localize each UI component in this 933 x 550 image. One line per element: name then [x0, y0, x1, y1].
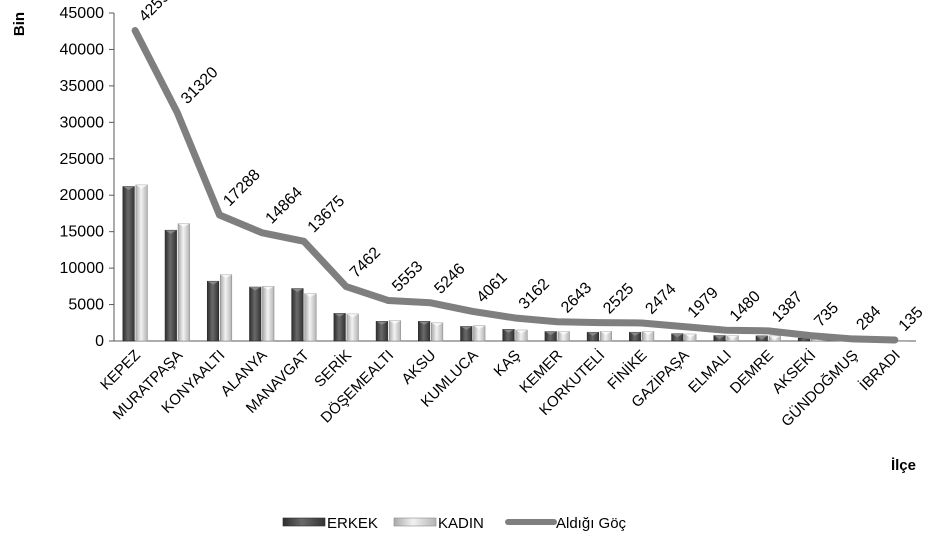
data-label: 5246	[431, 260, 468, 297]
data-label: 135	[896, 304, 927, 335]
x-tick-label: DEMRE	[727, 347, 777, 397]
bar-cap	[262, 286, 274, 290]
bar-cap	[389, 320, 401, 325]
bar-kadin	[346, 313, 359, 342]
bar-cap	[207, 281, 219, 285]
bar-erkek	[249, 286, 262, 342]
bar-cap	[460, 326, 473, 330]
bar-cap	[515, 330, 528, 334]
bar-cap	[713, 335, 726, 340]
legend-label: KADIN	[438, 515, 484, 532]
x-tick-label: GÜNDOĞMUŞ	[777, 346, 861, 430]
data-label: 2525	[600, 280, 637, 317]
legend-label: Aldığı Göç	[556, 515, 627, 532]
bar-cap	[557, 331, 570, 336]
bar-erkek	[206, 280, 220, 342]
bar-cap	[671, 333, 684, 338]
x-tick-label: AKSU	[398, 347, 439, 388]
y-tick-label: 15000	[60, 224, 105, 241]
data-label: 1480	[727, 288, 764, 325]
data-label: 14864	[263, 184, 307, 228]
bar-erkek	[122, 186, 135, 342]
data-label: 42596	[136, 0, 180, 25]
bar-erkek	[291, 288, 304, 342]
bar-cap	[544, 331, 557, 336]
legend-swatch-bar	[282, 517, 326, 527]
bar-cap	[769, 335, 781, 340]
bar-erkek	[164, 229, 177, 342]
data-label: 17288	[220, 166, 264, 210]
bar-kadin	[135, 184, 148, 342]
x-tick-label: ELMALI	[685, 347, 735, 397]
bar-cap	[600, 331, 612, 336]
bar-cap	[502, 329, 515, 333]
data-label: 1387	[769, 288, 806, 325]
y-axis-title: Bin	[11, 12, 28, 36]
y-tick-label: 45000	[60, 5, 105, 22]
bar-cap	[642, 331, 654, 336]
y-tick-label: 40000	[60, 41, 105, 58]
bar-cap	[418, 321, 430, 325]
data-label: 3162	[516, 276, 553, 313]
data-label: 13675	[305, 193, 349, 237]
y-tick-label: 35000	[60, 78, 105, 95]
bar-cap	[726, 335, 739, 340]
bar-kadin	[262, 286, 275, 342]
bar-cap	[431, 322, 443, 327]
bar-cap	[249, 287, 261, 291]
bar-cap	[304, 293, 317, 298]
bar-cap	[473, 325, 486, 330]
legend-swatch-bar	[393, 517, 437, 527]
data-label: 735	[811, 300, 842, 331]
bar-cap	[376, 321, 388, 325]
bar-cap	[178, 223, 190, 228]
y-tick-label: 20000	[60, 187, 105, 204]
bar-cap	[684, 334, 697, 338]
bar-cap	[629, 332, 641, 336]
bar-kadin	[304, 293, 317, 342]
line-aldigi-goc	[131, 27, 899, 344]
bar-cap	[333, 313, 346, 317]
bar-cap	[135, 185, 148, 189]
x-tick-label: İBRADI	[856, 346, 904, 394]
legend: ERKEK KADIN Aldığı Göç	[282, 515, 627, 532]
y-tick-label: 30000	[60, 114, 105, 131]
data-label: 2643	[558, 279, 595, 316]
y-tick-label: 10000	[60, 260, 105, 277]
data-label: 284	[853, 303, 884, 334]
data-label: 4061	[474, 269, 511, 306]
y-tick-label: 5000	[68, 297, 104, 314]
bar-cap	[346, 314, 359, 318]
data-label: 7462	[347, 244, 384, 281]
data-label: 2474	[642, 281, 679, 318]
legend-label: ERKEK	[327, 515, 378, 532]
y-tick-label: 0	[95, 333, 104, 350]
data-label: 1979	[685, 284, 722, 321]
data-label: 5553	[389, 258, 426, 295]
bar-erkek	[333, 313, 346, 342]
x-tick-label: KAŞ	[491, 347, 524, 380]
x-tick-label: DÖŞEMEALTI	[317, 346, 397, 426]
bar-cap	[165, 230, 177, 234]
bar-cap	[756, 335, 768, 340]
y-tick-label: 25000	[60, 151, 105, 168]
bar-cap	[220, 274, 232, 279]
bar-kadin	[177, 223, 190, 342]
x-axis-title: İlçe	[891, 457, 916, 474]
data-label: 31320	[178, 64, 222, 108]
bar-cap	[587, 332, 599, 336]
bar-cap	[291, 288, 304, 293]
bar-kadin	[219, 274, 233, 342]
bar-cap	[122, 186, 135, 190]
